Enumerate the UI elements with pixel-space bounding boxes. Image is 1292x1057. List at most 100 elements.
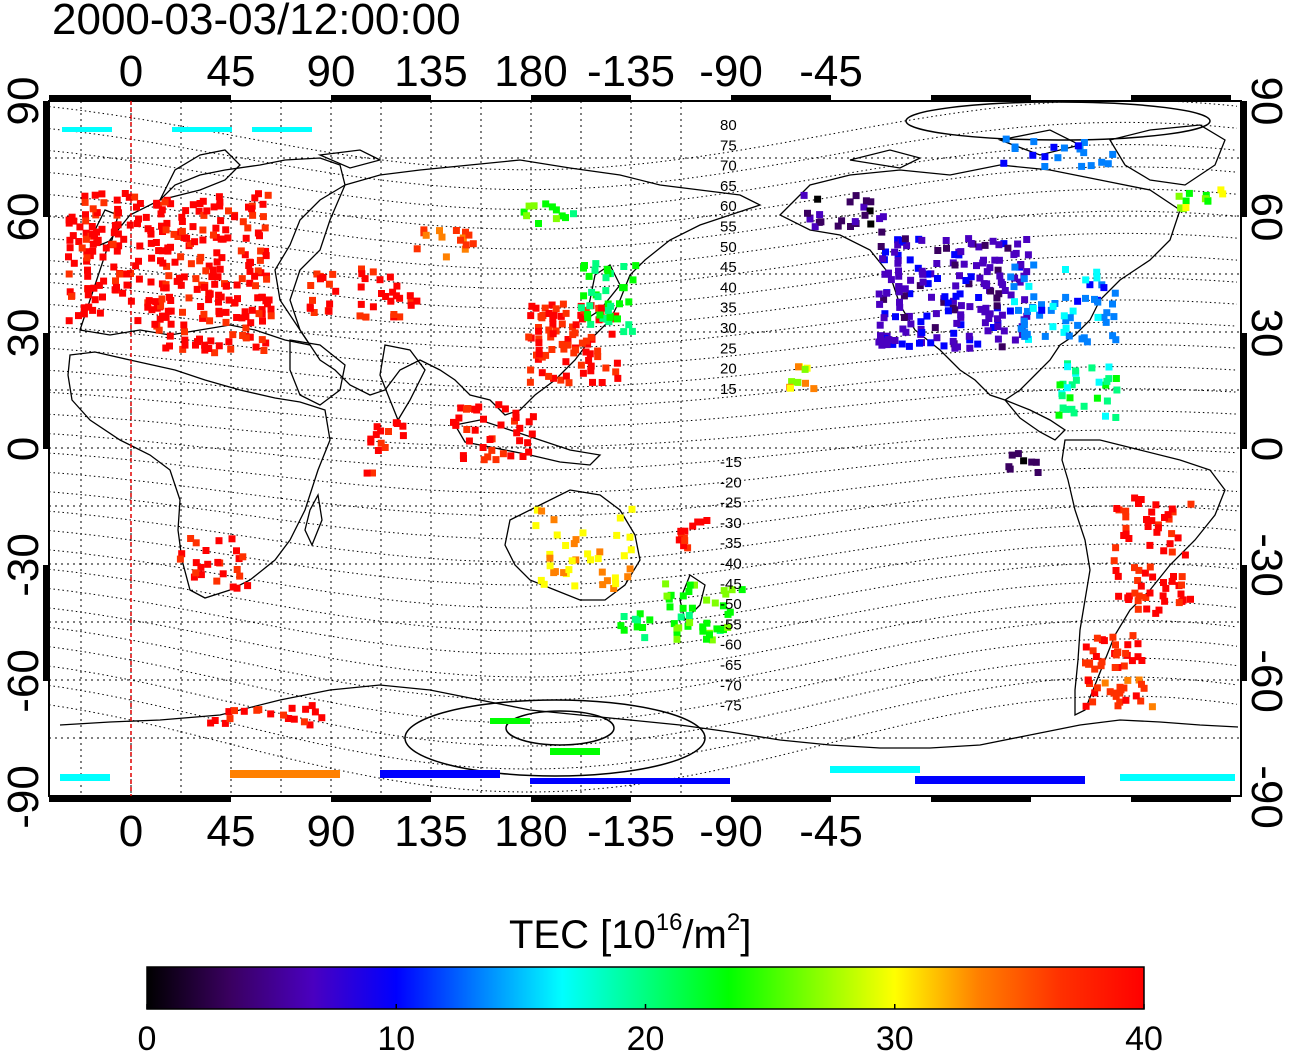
tec-pixel bbox=[511, 417, 518, 425]
coastline-madagascar bbox=[304, 492, 323, 547]
lon-tick-label: -90 bbox=[699, 47, 763, 96]
tec-pixel bbox=[982, 304, 990, 312]
coastline-europe bbox=[79, 157, 346, 346]
tec-pixel bbox=[136, 242, 144, 250]
tec-pixel bbox=[540, 580, 548, 588]
tec-pixel bbox=[65, 219, 73, 227]
tec-pixel bbox=[190, 573, 198, 581]
tec-pixel bbox=[1029, 151, 1037, 159]
tec-pixel bbox=[1168, 530, 1176, 538]
tec-pixel bbox=[436, 227, 443, 235]
latitude-ticks-right: 90 60 30 0 -30 -60 -90 bbox=[1242, 77, 1291, 829]
tec-pixel bbox=[579, 529, 587, 537]
tec-pixel bbox=[1091, 665, 1099, 673]
tec-pixel bbox=[1143, 516, 1150, 523]
magnetic-contour bbox=[48, 600, 1238, 678]
tec-pixel bbox=[75, 238, 83, 245]
tec-pixel bbox=[994, 335, 1002, 343]
tec-pixel bbox=[1178, 581, 1185, 589]
tec-pixel bbox=[616, 514, 624, 522]
tec-pixel bbox=[89, 247, 97, 255]
contour-label: -65 bbox=[720, 657, 742, 674]
tec-pixel bbox=[162, 284, 170, 292]
tec-pixel bbox=[332, 287, 340, 295]
tec-pixel bbox=[519, 453, 527, 460]
tec-pixel bbox=[1134, 597, 1142, 605]
tec-pixel bbox=[181, 328, 188, 336]
tec-pixel bbox=[1168, 548, 1176, 556]
tec-pixel bbox=[686, 619, 694, 627]
tec-pixel bbox=[229, 331, 237, 339]
tec-pixel bbox=[867, 198, 875, 206]
tec-pixel bbox=[924, 280, 932, 288]
contour-label: 15 bbox=[720, 381, 737, 398]
tec-pixel bbox=[68, 292, 75, 300]
lat-tick-label: 0 bbox=[1242, 437, 1291, 461]
tec-pixel bbox=[535, 350, 543, 358]
tec-pixel bbox=[357, 283, 365, 291]
tec-pixel bbox=[1007, 291, 1015, 299]
contour-label: -45 bbox=[720, 576, 742, 593]
tec-pixel bbox=[1025, 282, 1033, 290]
tec-pixel bbox=[532, 522, 540, 530]
tec-pixel bbox=[549, 320, 557, 328]
tec-pixel bbox=[236, 572, 244, 580]
tec-pixel bbox=[1162, 584, 1170, 592]
tec-pixel bbox=[699, 623, 707, 631]
tec-pixel bbox=[202, 547, 210, 554]
tec-pixel bbox=[309, 296, 316, 304]
tec-pixel bbox=[950, 329, 958, 337]
tec-pixel bbox=[604, 307, 612, 315]
tec-pixel bbox=[166, 332, 174, 340]
tec-pixel bbox=[1055, 411, 1063, 419]
tec-pixel bbox=[216, 198, 224, 206]
tec-pixel bbox=[66, 244, 74, 252]
tec-pixel bbox=[713, 625, 721, 633]
tec-pixel bbox=[924, 270, 932, 278]
tec-pixel bbox=[957, 321, 965, 329]
tec-pixel bbox=[998, 343, 1006, 351]
tec-pixel bbox=[66, 288, 74, 296]
contour-label: 70 bbox=[720, 158, 737, 175]
tec-pixel bbox=[580, 292, 588, 300]
tec-pixel bbox=[85, 303, 93, 311]
tec-pixel bbox=[806, 215, 814, 223]
tec-pixel bbox=[1023, 236, 1031, 243]
tec-pixel bbox=[952, 282, 960, 290]
tec-pixel bbox=[880, 314, 888, 322]
tec-pixel bbox=[1115, 592, 1123, 600]
tec-pixel bbox=[982, 282, 990, 290]
tec-pixel bbox=[1064, 363, 1072, 371]
tec-pixel bbox=[1178, 573, 1186, 581]
tec-pixel bbox=[233, 314, 241, 321]
tec-pixel bbox=[148, 254, 156, 262]
lon-tick-label: 0 bbox=[119, 807, 143, 856]
tec-pixel bbox=[215, 193, 223, 201]
tec-pixel bbox=[181, 234, 188, 242]
tec-pixel bbox=[951, 251, 959, 259]
tec-pixel bbox=[253, 706, 261, 714]
tec-pixel bbox=[530, 202, 538, 210]
lon-tick-label: 45 bbox=[207, 47, 256, 96]
tec-pixel bbox=[1050, 143, 1058, 151]
tec-pixel bbox=[568, 557, 576, 565]
tec-pixel bbox=[238, 275, 246, 283]
tec-pixel bbox=[1008, 451, 1016, 459]
tec-pixel bbox=[1088, 364, 1096, 372]
tec-pixel bbox=[565, 379, 573, 387]
frame-bar-right bbox=[1241, 565, 1247, 681]
tec-pixel bbox=[527, 366, 535, 374]
coastline-india bbox=[379, 344, 426, 422]
tec-pixel bbox=[215, 298, 222, 306]
tec-pixel bbox=[1100, 637, 1108, 645]
tec-pixel bbox=[1098, 658, 1106, 666]
tec-pixel bbox=[455, 414, 463, 422]
tec-pixel bbox=[933, 334, 941, 342]
tec-pixel bbox=[611, 574, 619, 582]
tec-pixel bbox=[116, 270, 124, 278]
tec-pixel bbox=[262, 252, 270, 260]
tec-pixel bbox=[1011, 336, 1019, 344]
tec-pixel bbox=[211, 280, 219, 288]
tec-pixel bbox=[1034, 469, 1042, 476]
tec-pixel bbox=[550, 311, 558, 319]
